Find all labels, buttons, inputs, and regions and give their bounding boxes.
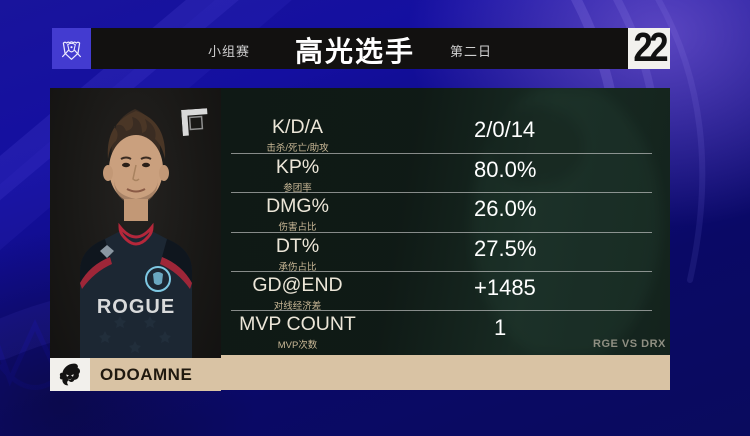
svg-text:ROGUE: ROGUE bbox=[97, 296, 175, 318]
